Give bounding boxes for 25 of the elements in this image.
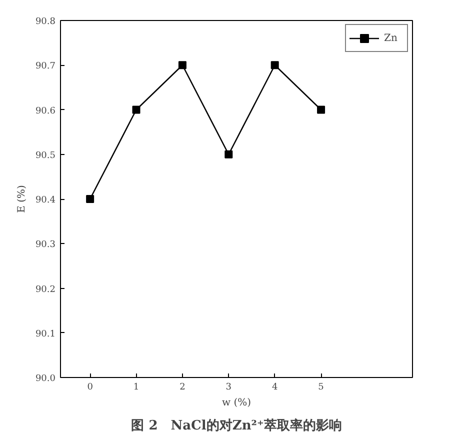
y-tick-label: 90.3 bbox=[35, 240, 56, 250]
point bbox=[132, 106, 140, 114]
point bbox=[270, 61, 279, 70]
point bbox=[86, 195, 94, 203]
x-tick-label: 1 bbox=[133, 382, 140, 392]
y-tick-label: 90.6 bbox=[35, 106, 56, 116]
x-tick-label: 0 bbox=[87, 382, 94, 392]
text: 图 2 NaCl的对Zn²⁺萃取率的影响 bbox=[131, 418, 342, 434]
y-tick-label: 90.1 bbox=[35, 329, 56, 340]
x-tick-label: 3 bbox=[226, 382, 232, 392]
x-tick-label: 2 bbox=[180, 382, 186, 392]
point bbox=[317, 106, 326, 114]
y-tick-label: 90.2 bbox=[35, 284, 56, 295]
y-tick-label: 90.5 bbox=[35, 150, 56, 161]
y-tick-label: 90.4 bbox=[35, 196, 56, 206]
y-tick-label: 90.0 bbox=[35, 374, 56, 384]
x-tick-label: 4 bbox=[272, 382, 278, 392]
y-axis-title: E (%) bbox=[16, 185, 28, 213]
legend-label: Zn bbox=[384, 32, 398, 44]
x-tick-label: 5 bbox=[318, 382, 324, 392]
y-tick-label: 90.8 bbox=[35, 17, 56, 27]
x-axis-title: w (%) bbox=[222, 398, 252, 408]
point bbox=[178, 61, 186, 70]
y-tick-label: 90.7 bbox=[35, 62, 56, 72]
point bbox=[224, 150, 233, 158]
